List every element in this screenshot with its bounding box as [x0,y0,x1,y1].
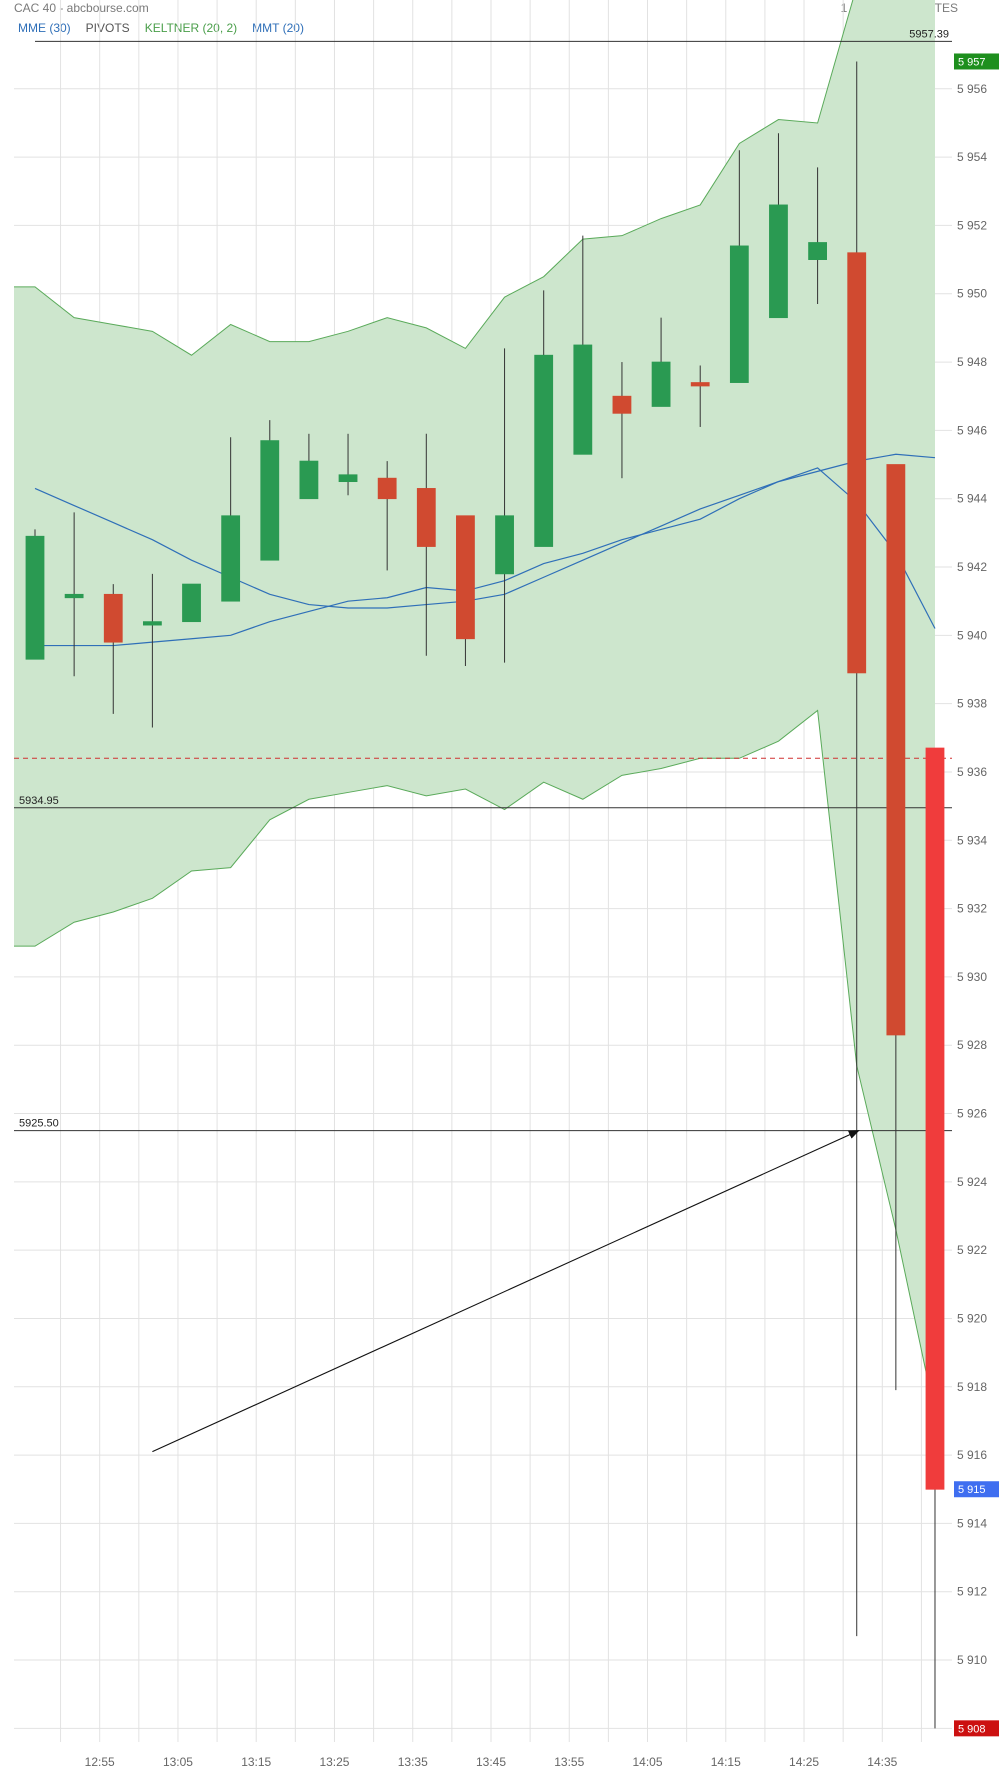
candle-body [729,245,749,383]
price-tags: 5 957 5 915 5 908 [954,53,999,1737]
y-tick-label: 5 938 [957,697,987,711]
keltner-fill [14,0,935,1415]
x-tick-label: 13:05 [163,1755,193,1769]
y-tick-label: 5 914 [957,1516,987,1530]
candle-body [221,515,241,602]
y-tick-label: 5 942 [957,560,987,574]
x-tick-label: 14:05 [632,1755,662,1769]
indicator-legend: MME (30) PIVOTS KELTNER (20, 2) MMT (20) [18,21,304,35]
candle-body [103,593,123,643]
price-tag-last [954,1481,999,1498]
x-tick-label: 13:25 [319,1755,349,1769]
candle-body [260,440,280,561]
candle-body [690,382,710,387]
candle-body [64,593,84,599]
x-tick-label: 13:45 [476,1755,506,1769]
y-tick-label: 5 956 [957,82,987,96]
candle-body [925,747,945,1490]
y-tick-label: 5 932 [957,902,987,916]
trend-arrow-line [152,1130,860,1453]
x-tick-label: 13:35 [398,1755,428,1769]
legend-mmt[interactable]: MMT (20) [252,21,304,35]
candle-body [377,477,397,500]
x-tick-label: 14:35 [867,1755,897,1769]
y-tick-label: 5 940 [957,628,987,642]
y-tick-label: 5 928 [957,1038,987,1052]
y-tick-label: 5 924 [957,1175,987,1189]
candle-body [534,354,554,547]
y-tick-label: 5 912 [957,1585,987,1599]
legend-pivots[interactable]: PIVOTS [85,21,130,35]
candle-body [769,204,788,319]
grid [14,0,952,1742]
candle-body [338,474,358,483]
y-tick-label: 5 950 [957,287,987,301]
x-tick-label: 14:15 [711,1755,741,1769]
keltner-upper-line [14,0,854,356]
y-tick-label: 5 918 [957,1380,987,1394]
candle-body [495,515,514,575]
y-tick-label: 5 916 [957,1448,987,1462]
moving-averages [34,453,936,647]
level-label: 5957.39 [909,28,949,40]
candle-body [808,242,827,260]
y-tick-label: 5 948 [957,355,987,369]
y-tick-label: 5 922 [957,1243,987,1257]
price-tag-label: 5 908 [958,1723,986,1735]
horizontal-lines: 5957.39 5934.95 5925.50 [14,28,952,1132]
y-tick-label: 5 910 [957,1653,987,1667]
mmt-line [34,467,936,629]
x-tick-label: 14:25 [789,1755,819,1769]
chart-source-title: CAC 40 - abcbourse.com [14,1,149,15]
y-tick-label: 5 946 [957,423,987,437]
y-tick-label: 5 934 [957,833,987,847]
legend-mme[interactable]: MME (30) [18,21,71,35]
candle-body [416,488,436,547]
candle-body [142,621,162,626]
candle-body [25,535,45,660]
candle-body [612,395,632,414]
level-label: 5925.50 [19,1118,59,1130]
y-tick-label: 5 930 [957,970,987,984]
candles [25,61,945,1729]
candle-body [182,583,201,623]
y-tick-label: 5 936 [957,765,987,779]
keltner-lower-line [14,709,936,1415]
y-tick-label: 5 944 [957,492,987,506]
candle-body [847,252,867,674]
candle-body [456,515,475,640]
price-tag-low [954,1720,999,1737]
y-tick-label: 5 926 [957,1107,987,1121]
candle-body [299,460,319,500]
candle-body [886,464,906,1036]
x-tick-label: 13:55 [554,1755,584,1769]
keltner-band [14,0,936,1415]
price-tag-label: 5 957 [958,56,986,68]
y-tick-label: 5 952 [957,218,987,232]
y-tick-label: 5 920 [957,1311,987,1325]
level-label: 5934.95 [19,795,59,807]
candle-body [573,344,593,455]
y-tick-label: 5 954 [957,150,987,164]
x-tick-label: 13:15 [241,1755,271,1769]
x-tick-label: 12:55 [85,1755,115,1769]
trend-line [152,1130,860,1453]
legend-keltner[interactable]: KELTNER (20, 2) [144,21,238,35]
price-tag-high [954,53,999,70]
price-tag-label: 5 915 [958,1484,986,1496]
x-axis: 12:55 13:05 13:15 13:25 13:35 13:45 13:55 14:05… [85,1755,898,1769]
candle-body [651,361,671,407]
